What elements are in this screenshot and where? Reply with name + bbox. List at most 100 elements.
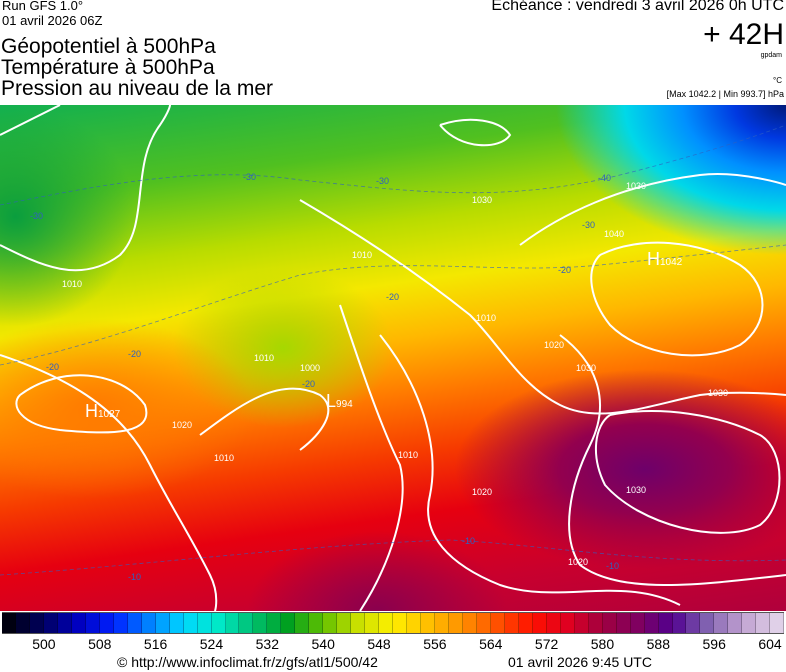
color-scale-cell bbox=[197, 613, 212, 633]
contour-lines bbox=[0, 105, 786, 611]
isobar-label: 1010 bbox=[214, 453, 235, 463]
isobar bbox=[559, 334, 786, 586]
color-scale-cell bbox=[546, 613, 561, 633]
isotherm-label: -30 bbox=[30, 211, 44, 221]
isobar bbox=[439, 118, 512, 147]
high-value: 1027 bbox=[98, 409, 121, 420]
color-scale-cell bbox=[239, 613, 254, 633]
color-scale-tick: 604 bbox=[758, 636, 782, 652]
isobar-label: 1010 bbox=[398, 450, 419, 460]
color-scale-cell bbox=[742, 613, 757, 633]
isobar bbox=[0, 105, 61, 136]
isotherm-label: -30 bbox=[243, 172, 257, 182]
color-scale-tick: 508 bbox=[88, 636, 112, 652]
isobar-label: 1030 bbox=[472, 195, 493, 205]
isobar-label: 1010 bbox=[352, 250, 373, 260]
color-scale-tick: 500 bbox=[32, 636, 56, 652]
high-pressure-center: H1042 bbox=[647, 249, 682, 270]
high-symbol: H bbox=[85, 401, 98, 421]
color-scale-cell bbox=[770, 613, 785, 633]
color-scale-cell bbox=[449, 613, 463, 633]
color-scale-cell bbox=[616, 613, 631, 633]
isobar bbox=[0, 354, 218, 611]
isobar-label: 1030 bbox=[626, 485, 647, 495]
color-scale-cell bbox=[323, 613, 338, 633]
title-geopotential: Géopotentiel à 500hPa bbox=[1, 35, 216, 58]
isotherm-label: -30 bbox=[582, 220, 596, 230]
color-scale-tick: 524 bbox=[199, 636, 224, 652]
color-scale-cell bbox=[183, 613, 198, 633]
color-scale-cell bbox=[504, 613, 519, 633]
isobar-label: 1020 bbox=[172, 420, 193, 430]
isobar-label: 1020 bbox=[472, 487, 493, 497]
forecast-valid-time: Echéance : vendredi 3 avril 2026 0h UTC bbox=[491, 0, 784, 14]
color-scale-cell bbox=[490, 613, 505, 633]
color-scale-tick: 532 bbox=[255, 636, 279, 652]
isotherm-label: -10 bbox=[606, 561, 620, 571]
color-scale-tick: 556 bbox=[423, 636, 447, 652]
isobar-label: 1000 bbox=[300, 363, 321, 373]
color-scale-tick: 516 bbox=[143, 636, 168, 652]
color-scale-cell bbox=[337, 613, 352, 633]
isobar bbox=[299, 199, 786, 415]
color-scale-cell bbox=[2, 613, 16, 633]
weather-map: H1042 H1027 L994 1010 1020 1010 1010 100… bbox=[0, 105, 786, 611]
isobar bbox=[379, 334, 681, 606]
color-scale-cell bbox=[295, 613, 310, 633]
isobar bbox=[199, 387, 330, 451]
color-scale-tick: 588 bbox=[646, 636, 670, 652]
color-scale-cell bbox=[141, 613, 156, 633]
color-scale-cell bbox=[714, 613, 729, 633]
color-scale-cell bbox=[29, 613, 44, 633]
color-scale-tick: 564 bbox=[479, 636, 503, 652]
high-value: 1042 bbox=[660, 257, 683, 268]
color-scale-cell bbox=[365, 613, 380, 633]
color-scale-cell bbox=[393, 613, 408, 633]
color-scale-cell bbox=[644, 613, 659, 633]
color-scale-cell bbox=[602, 613, 617, 633]
color-scale-cell bbox=[127, 613, 142, 633]
isobar bbox=[339, 304, 404, 611]
color-scale-cell bbox=[57, 613, 72, 633]
low-pressure-center: L994 bbox=[326, 391, 353, 412]
color-scale-cell bbox=[267, 613, 282, 633]
isotherm-label: -30 bbox=[376, 176, 390, 186]
isobar-label: 1010 bbox=[254, 353, 275, 363]
color-scale-cell bbox=[756, 613, 771, 633]
color-scale-cell bbox=[728, 613, 743, 633]
low-value: 994 bbox=[336, 399, 353, 410]
run-info: Run GFS 1.0° 01 avril 2026 06Z bbox=[2, 0, 102, 28]
color-scale-cell bbox=[476, 613, 491, 633]
isotherm-label: -20 bbox=[558, 265, 572, 275]
color-scale-tick: 548 bbox=[367, 636, 391, 652]
isobar bbox=[590, 241, 764, 357]
color-scale-tick: 572 bbox=[534, 636, 559, 652]
color-scale-cell bbox=[99, 613, 114, 633]
isobar-label: 1020 bbox=[544, 340, 565, 350]
isotherm bbox=[0, 539, 786, 576]
color-scale-cell bbox=[588, 613, 603, 633]
isotherm-label: -10 bbox=[128, 572, 142, 582]
color-scale-cell bbox=[407, 613, 422, 633]
color-scale-cell bbox=[379, 613, 394, 633]
title-pressure: Pression au niveau de la mer bbox=[1, 77, 273, 100]
color-scale-cell bbox=[700, 613, 715, 633]
color-scale-cell bbox=[281, 613, 296, 633]
color-scale-cell bbox=[435, 613, 449, 633]
pressure-range: [Max 1042.2 | Min 993.7] hPa bbox=[666, 89, 784, 99]
color-scale-cell bbox=[43, 613, 58, 633]
run-model: Run GFS 1.0° bbox=[2, 0, 84, 13]
color-scale-cell bbox=[15, 613, 30, 633]
color-scale-cell bbox=[309, 613, 324, 633]
isotherm-label: -20 bbox=[46, 362, 60, 372]
generation-date: 01 avril 2026 9:45 UTC bbox=[508, 654, 652, 670]
color-scale-bar bbox=[2, 612, 785, 634]
high-pressure-center: H1027 bbox=[85, 401, 120, 422]
isobar-label: 1030 bbox=[576, 363, 597, 373]
color-scale-cell bbox=[574, 613, 589, 633]
high-symbol: H bbox=[647, 249, 660, 269]
color-scale-cell bbox=[225, 613, 240, 633]
run-date: 01 avril 2026 06Z bbox=[2, 13, 103, 28]
color-scale-cell bbox=[462, 613, 477, 633]
unit-geopotential: gpdam bbox=[760, 52, 782, 59]
